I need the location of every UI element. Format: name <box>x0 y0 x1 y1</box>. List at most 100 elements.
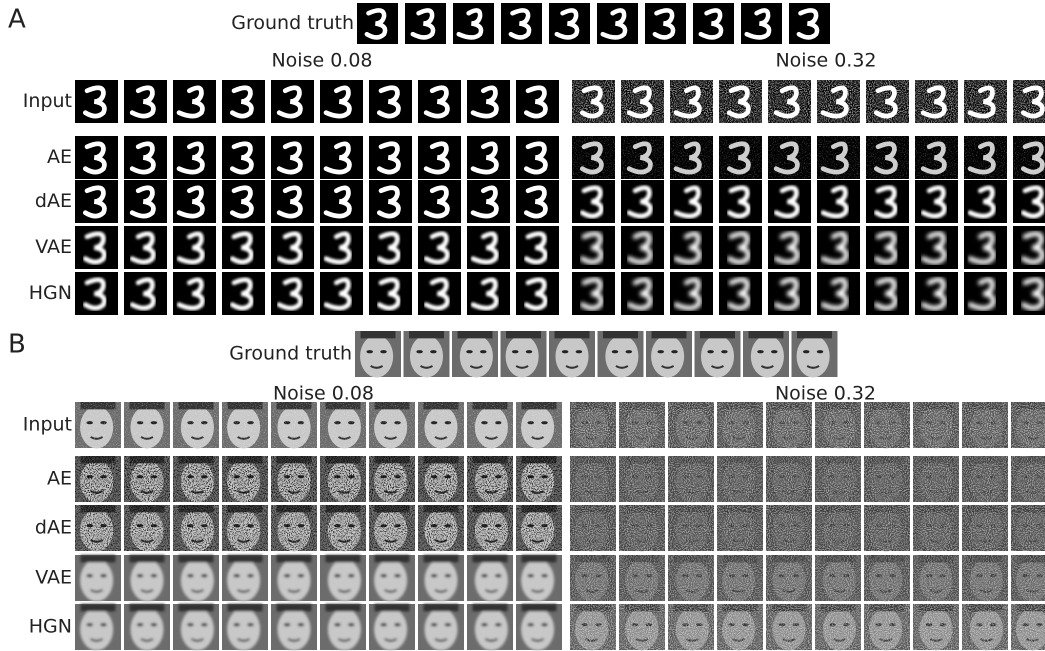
face-tile <box>619 555 665 601</box>
eye <box>495 574 501 577</box>
face-tile <box>1011 456 1045 502</box>
noise-title: Noise 0.08 <box>273 383 374 405</box>
face-tile <box>549 331 595 377</box>
face-tile <box>766 456 812 502</box>
face-tile <box>75 505 121 551</box>
face <box>130 555 165 601</box>
eye <box>626 350 632 353</box>
hair <box>228 555 263 562</box>
digit-tile <box>621 136 664 179</box>
hair <box>700 331 735 338</box>
eye <box>512 350 518 353</box>
face-tile <box>717 505 763 551</box>
noise <box>768 136 811 179</box>
digit-tile <box>467 272 510 315</box>
noise-dark <box>516 456 562 502</box>
hair <box>375 555 410 562</box>
face-tile <box>369 555 415 601</box>
face-tile <box>570 604 616 650</box>
row-label: Input <box>23 414 72 436</box>
digit-tile <box>271 272 314 315</box>
noise-dark <box>173 456 219 502</box>
face-tile <box>962 456 1008 502</box>
face-tile <box>864 456 910 502</box>
noise-title: Noise 0.08 <box>271 50 372 72</box>
face-tile <box>124 402 170 448</box>
face-tile <box>743 331 789 377</box>
digit-tile <box>572 226 615 269</box>
face-tile <box>516 604 562 650</box>
digit-tile <box>467 226 510 269</box>
digit-tile <box>173 226 216 269</box>
eye <box>466 350 472 353</box>
noise-dark <box>222 505 268 551</box>
digit-tile <box>768 136 811 179</box>
row-label: Input <box>23 90 72 112</box>
face-tile <box>418 456 464 502</box>
noise <box>570 402 616 448</box>
eye <box>247 574 253 577</box>
face-tile <box>418 604 464 650</box>
face-tile <box>1011 505 1045 551</box>
face-skin <box>227 559 260 601</box>
digit-tile <box>418 136 461 179</box>
digit-tile <box>124 226 167 269</box>
digit-tile <box>645 3 686 44</box>
face-skin <box>424 559 457 601</box>
eye <box>445 574 451 577</box>
noise <box>418 402 464 448</box>
face-skin <box>410 335 443 377</box>
face-tile <box>766 505 812 551</box>
hair <box>361 331 396 338</box>
face-tile <box>962 604 1008 650</box>
digit-tile <box>369 180 412 223</box>
noise <box>766 555 812 601</box>
face-tile <box>369 456 415 502</box>
hair <box>458 331 493 338</box>
face-skin <box>521 608 554 650</box>
digit-tile <box>915 136 958 179</box>
digit-tile <box>768 226 811 269</box>
noise-dark <box>75 505 121 551</box>
noise <box>815 505 861 551</box>
eye <box>298 574 304 577</box>
digit-tile <box>719 180 762 223</box>
noise <box>619 555 665 601</box>
digit-tile <box>516 272 559 315</box>
noise <box>1011 456 1045 502</box>
face-tile <box>271 402 317 448</box>
digit-tile <box>1013 180 1045 223</box>
noise <box>621 80 664 123</box>
noise <box>369 402 415 448</box>
noise <box>864 456 910 502</box>
noise <box>1011 604 1045 650</box>
noise <box>570 456 616 502</box>
eye <box>367 350 373 353</box>
noise-dark <box>173 505 219 551</box>
face-tile <box>467 402 513 448</box>
digit-tile <box>719 272 762 315</box>
face-tile <box>913 456 959 502</box>
face-tile <box>222 402 268 448</box>
hair <box>326 604 361 611</box>
face-tile <box>222 604 268 650</box>
digit-tile <box>768 272 811 315</box>
face-tile <box>516 402 562 448</box>
eye <box>187 574 193 577</box>
eye <box>348 574 354 577</box>
eye <box>817 350 823 353</box>
face-tile <box>467 456 513 502</box>
noise <box>768 80 811 123</box>
face-tile <box>320 456 366 502</box>
eye <box>771 350 777 353</box>
noise-dark <box>369 456 415 502</box>
face-skin <box>521 559 554 601</box>
row-label: HGN <box>29 282 72 304</box>
noise <box>866 136 909 179</box>
face <box>700 331 735 377</box>
noise-dark <box>222 456 268 502</box>
noise <box>913 456 959 502</box>
eye <box>562 350 568 353</box>
noise <box>915 80 958 123</box>
hair <box>326 555 361 562</box>
